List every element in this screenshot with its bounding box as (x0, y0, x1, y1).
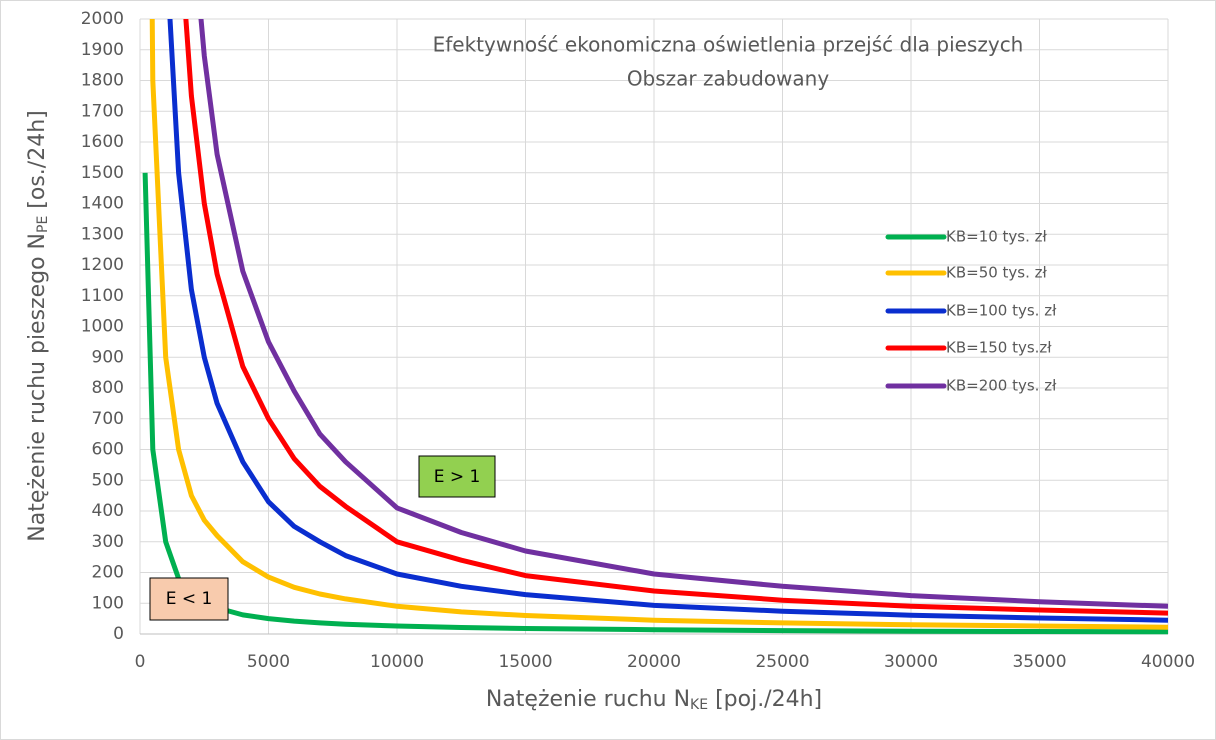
legend-label: KB=10 tys. zł (946, 228, 1048, 246)
chart-title: Efektywność ekonomiczna oświetlenia prze… (433, 33, 1024, 57)
legend-label: KB=150 tys.zł (946, 339, 1052, 357)
y-tick-label: 1600 (81, 132, 124, 152)
y-tick-label: 1300 (81, 224, 124, 244)
y-tick-label: 200 (92, 563, 124, 583)
legend-label: KB=200 tys. zł (946, 377, 1057, 395)
legend-label: KB=50 tys. zł (946, 264, 1048, 282)
y-tick-label: 800 (92, 378, 124, 398)
y-tick-label: 400 (92, 501, 124, 521)
y-tick-label: 1700 (81, 101, 124, 121)
y-tick-label: 300 (92, 532, 124, 552)
chart-subtitle: Obszar zabudowany (627, 67, 830, 91)
x-tick-label: 0 (135, 652, 146, 672)
y-tick-label: 1900 (81, 40, 124, 60)
y-tick-label: 100 (92, 593, 124, 613)
annotation-box (149, 577, 229, 621)
x-tick-label: 20000 (627, 652, 681, 672)
x-tick-label: 10000 (370, 652, 424, 672)
series-line (149, 19, 1168, 630)
y-tick-label: 500 (92, 470, 124, 490)
y-tick-label: 1100 (81, 286, 124, 306)
y-tick-label: 1800 (81, 71, 124, 91)
x-tick-label: 15000 (498, 652, 552, 672)
series-line (183, 19, 1168, 616)
series-line (198, 19, 1168, 609)
legend-label: KB=100 tys. zł (946, 302, 1057, 320)
y-tick-label: 1400 (81, 194, 124, 214)
x-tick-label: 35000 (1012, 652, 1066, 672)
annotation: E < 1 (166, 589, 213, 609)
x-tick-label: 25000 (755, 652, 809, 672)
x-tick-label: 30000 (884, 652, 938, 672)
annotation: E > 1 (434, 467, 481, 487)
y-tick-label: 1500 (81, 163, 124, 183)
x-tick-label: 40000 (1141, 652, 1195, 672)
x-tick-label: 5000 (247, 652, 290, 672)
x-axis-label: Natężenie ruchu NKE [poj./24h] (486, 687, 822, 713)
y-tick-label: 2000 (81, 9, 124, 29)
y-tick-label: 1000 (81, 317, 124, 337)
y-axis-label: Natężenie ruchu pieszego NPE [os./24h] (25, 110, 51, 542)
annotation-box (418, 455, 496, 498)
y-tick-label: 600 (92, 440, 124, 460)
y-tick-label: 1200 (81, 255, 124, 275)
y-tick-label: 700 (92, 409, 124, 429)
y-tick-label: 0 (113, 624, 124, 644)
series-line (167, 19, 1168, 623)
y-tick-label: 900 (92, 347, 124, 367)
